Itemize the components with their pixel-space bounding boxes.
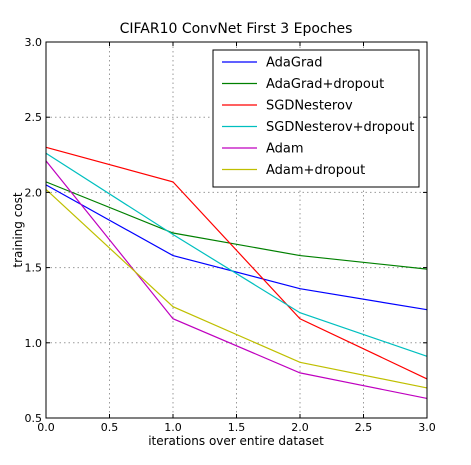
series-line-sgdnesterov-dropout [45, 152, 428, 357]
x-tick-label: 2.0 [291, 421, 309, 434]
y-tick-label: 1.0 [25, 337, 43, 350]
y-tick-label: 2.0 [25, 186, 43, 199]
x-tick-label: 2.5 [355, 421, 373, 434]
x-tick-label: 0.5 [101, 421, 119, 434]
series-line-adagrad-dropout [45, 181, 428, 270]
series-line-adam-dropout [45, 188, 428, 389]
legend-label-sgdnesterov-dropout: SGDNesterov+dropout [266, 120, 414, 135]
y-tick-label: 2.5 [25, 111, 43, 124]
series-line-adam [45, 160, 428, 400]
axis-ticks: 0.0 0.5 1.0 1.5 2.0 2.5 3.00.51.01.52.02.53.0 [25, 36, 436, 434]
x-tick-label: 3.0 [418, 421, 436, 434]
series-line-sgdnesterov [45, 146, 428, 380]
series-lines [45, 146, 428, 400]
series-line-adagrad [45, 184, 428, 311]
legend-box [212, 49, 420, 188]
x-tick-label: 0.0 [37, 421, 55, 434]
legend-label-adagrad: AdaGrad [266, 56, 323, 71]
legend-label-adam: Adam [266, 142, 304, 157]
x-tick-label: 1.5 [228, 421, 246, 434]
x-axis-label: iterations over entire dataset [148, 434, 324, 448]
legend-label-sgdnesterov: SGDNesterov [266, 99, 353, 114]
x-tick-label: 1.0 [164, 421, 182, 434]
y-tick-label: 3.0 [25, 36, 43, 49]
legend-label-adagrad-dropout: AdaGrad+dropout [266, 77, 384, 92]
y-tick-label: 1.5 [25, 262, 43, 275]
legend: AdaGrad AdaGrad+dropout SGDNesterov SGDNest… [212, 49, 420, 188]
chart-title: CIFAR10 ConvNet First 3 Epoches [120, 21, 353, 37]
y-tick-label: 0.5 [25, 412, 43, 425]
y-axis-label: training cost [11, 192, 25, 267]
legend-label-adam-dropout: Adam+dropout [266, 163, 365, 178]
